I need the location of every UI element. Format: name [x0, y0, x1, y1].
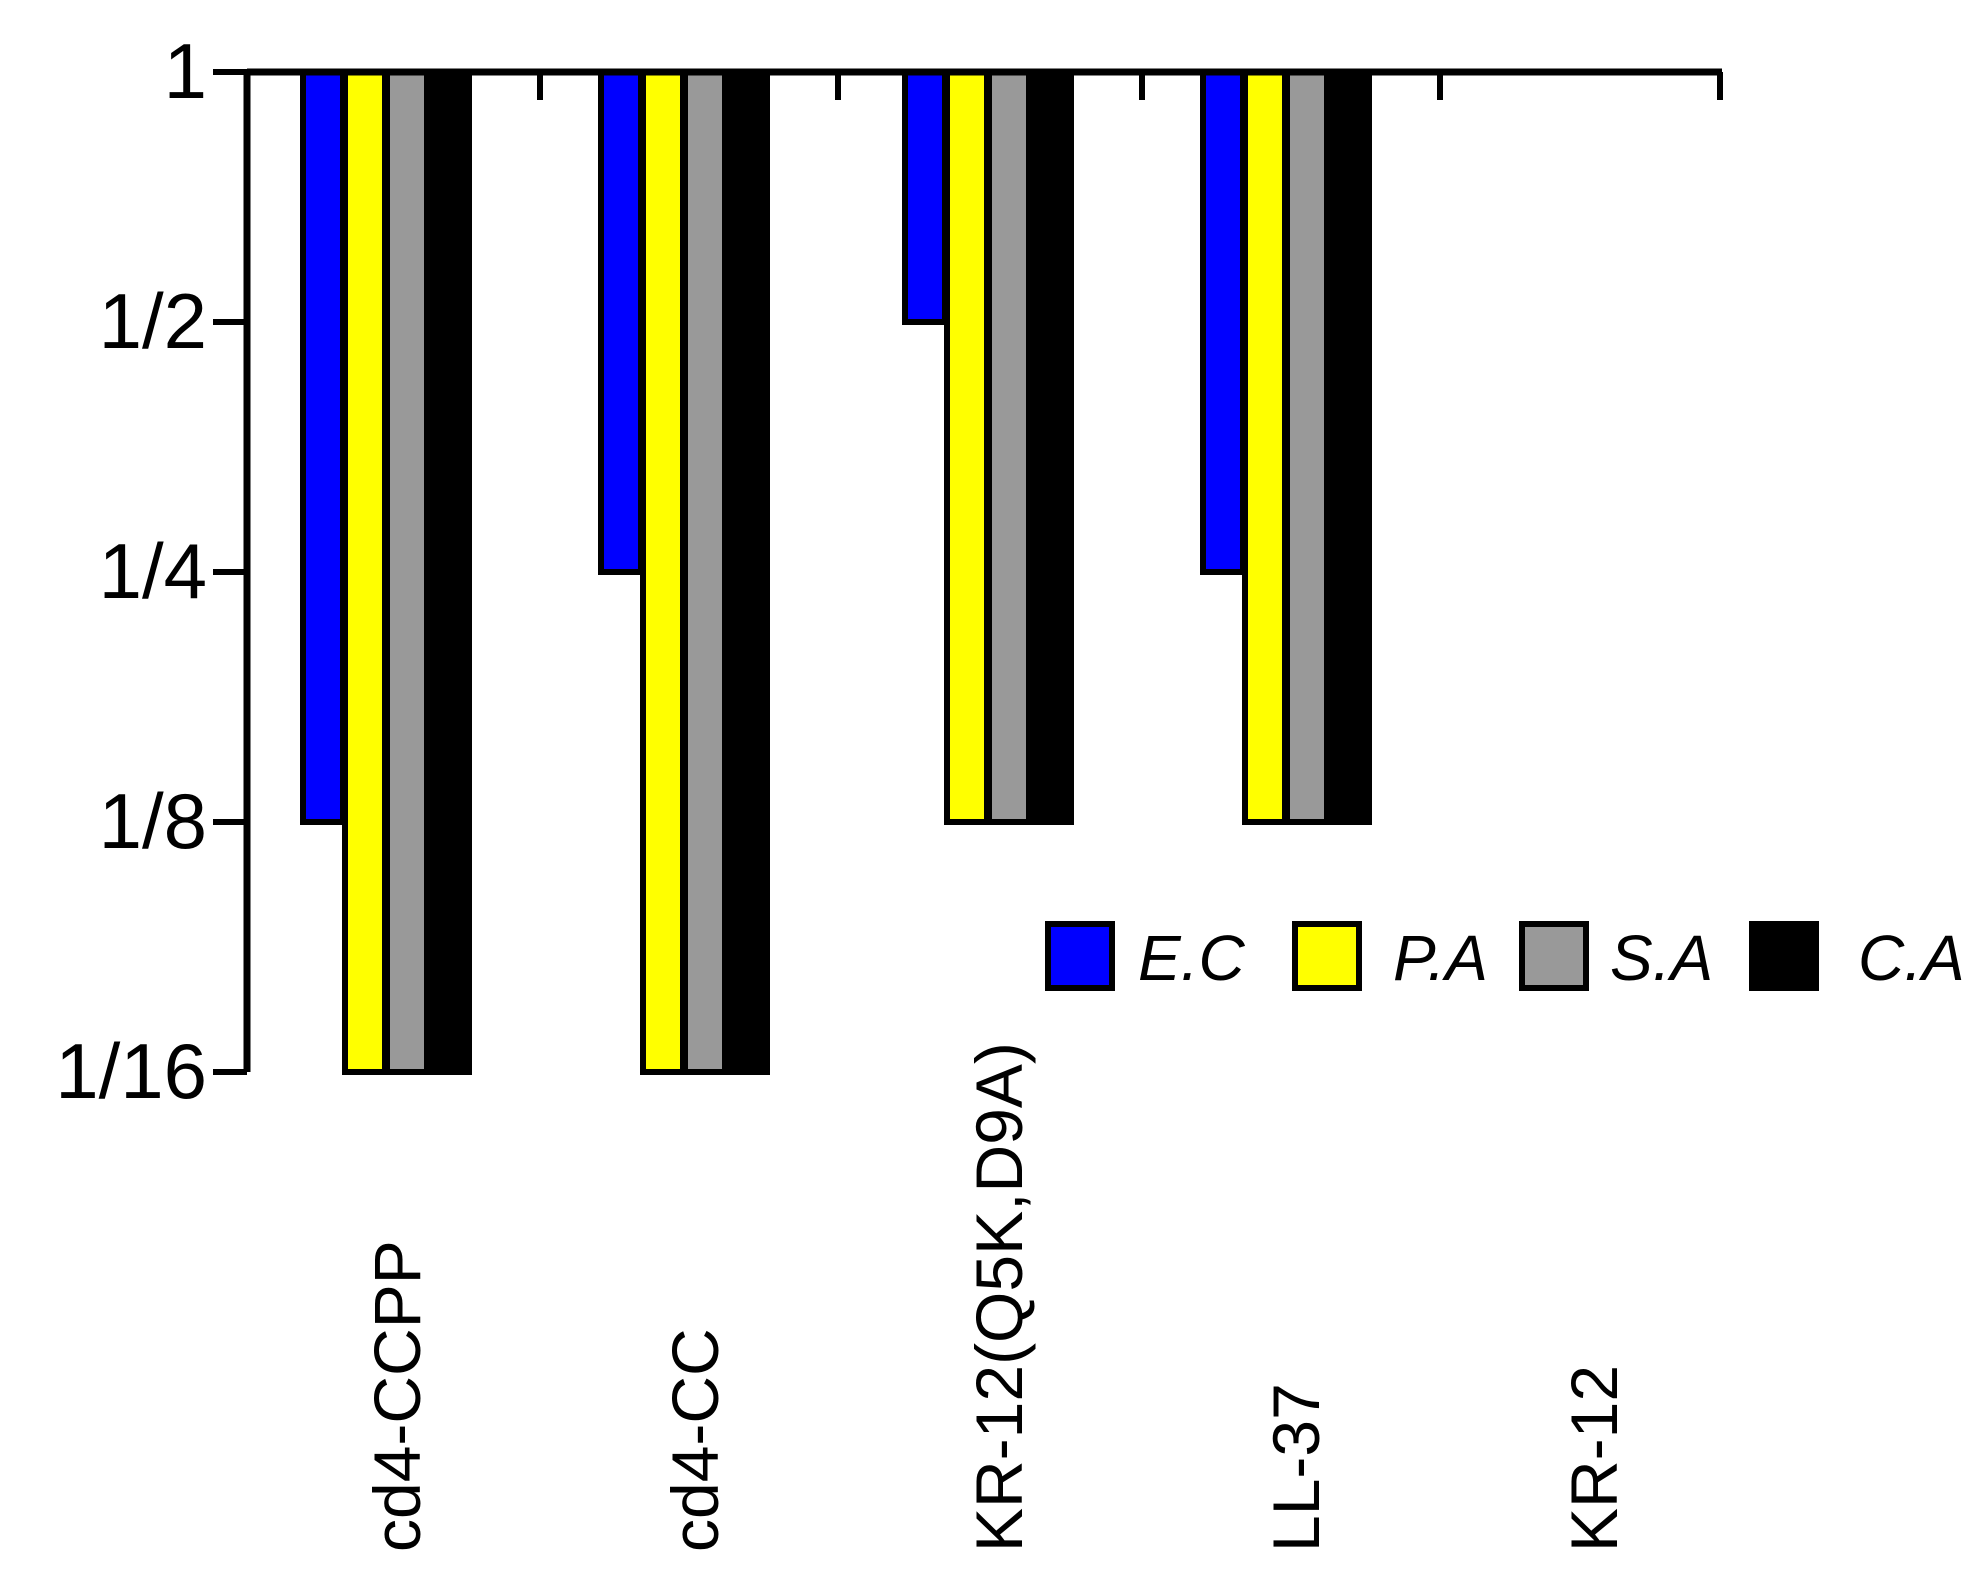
x-category-label: KR-12(Q5K,D9A) — [962, 1042, 1036, 1552]
y-tick-label: 1 — [164, 27, 207, 115]
legend: E.C P.A S.A C.A — [1045, 921, 1965, 994]
bar-sa-0 — [384, 69, 430, 1075]
bar-ec-2 — [902, 69, 948, 325]
bar-pa-1 — [640, 69, 686, 1075]
y-tick-label: 1/8 — [99, 777, 207, 865]
legend-label: C.A — [1858, 922, 1965, 994]
legend-swatch — [1749, 921, 1819, 991]
x-category-label: KR-12 — [1557, 1365, 1631, 1552]
legend-swatch — [1519, 921, 1589, 991]
bar-ca-3 — [1326, 69, 1372, 825]
y-tick-label: 1/2 — [99, 277, 207, 365]
legend-label: S.A — [1610, 922, 1713, 994]
legend-swatch — [1045, 921, 1115, 991]
x-category-label: cd4-CC — [658, 1328, 732, 1552]
bar-sa-2 — [986, 69, 1032, 825]
y-ticks: 1 1/2 1/4 1/8 1/16 — [55, 27, 247, 1115]
x-category-label: LL-37 — [1259, 1383, 1333, 1552]
bar-ca-2 — [1028, 69, 1074, 825]
y-tick-label: 1/4 — [99, 527, 207, 615]
bar-ca-1 — [724, 69, 770, 1075]
legend-label: E.C — [1138, 922, 1245, 994]
bar-pa-2 — [944, 69, 990, 825]
bar-sa-1 — [682, 69, 728, 1075]
bar-ca-0 — [426, 69, 472, 1075]
legend-label: P.A — [1393, 922, 1488, 994]
bar-pa-0 — [342, 69, 388, 1075]
y-tick-label: 1/16 — [55, 1027, 207, 1115]
bar-ec-3 — [1200, 69, 1246, 575]
bar-pa-3 — [1242, 69, 1288, 825]
bar-ec-1 — [598, 69, 644, 575]
x-categories: cd4-CCPP cd4-CC KR-12(Q5K,D9A) LL-37 KR-12 — [360, 1042, 1631, 1552]
bar-sa-3 — [1284, 69, 1330, 825]
legend-swatch — [1292, 921, 1362, 991]
x-category-label: cd4-CCPP — [360, 1240, 434, 1552]
bar-ec-0 — [300, 69, 346, 825]
